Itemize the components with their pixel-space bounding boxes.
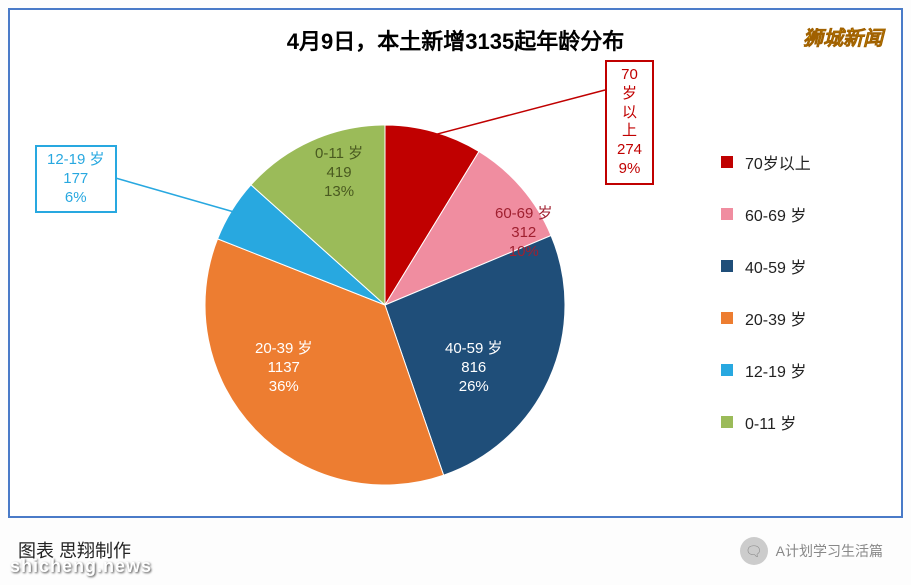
chart-title: 4月9日，本土新增3135起年龄分布 [10,10,901,56]
legend-label: 70岁以上 [745,150,811,174]
wechat-icon: 🗨 [740,537,768,565]
callout-0: 70岁以上2749% [605,60,654,185]
legend-swatch [721,208,733,220]
callout-4: 12-19 岁1776% [35,145,117,213]
slice-label-2: 40-59 岁81626% [445,340,503,396]
legend-swatch [721,312,733,324]
legend-swatch [721,364,733,376]
legend-item-0: 70岁以上 [721,150,871,174]
legend-swatch [721,156,733,168]
legend-item-3: 20-39 岁 [721,306,871,330]
legend-label: 12-19 岁 [745,358,806,382]
watermark-bottom-right: 🗨 A计划学习生活篇 [740,537,883,565]
slice-label-5: 0-11 岁41913% [315,145,363,201]
slice-label-1: 60-69 岁31210% [495,205,553,261]
watermark-bottom-left: shicheng.news [10,556,152,577]
watermark-top: 狮城新闻 [803,22,883,51]
legend-item-4: 12-19 岁 [721,358,871,382]
chart-container: 4月9日，本土新增3135起年龄分布 狮城新闻 60-69 岁31210% 40-… [8,8,903,518]
pie-chart: 60-69 岁31210% 40-59 岁81626% 20-39 岁113736%… [185,105,585,505]
slice-label-3: 20-39 岁113736% [255,340,313,396]
legend-item-5: 0-11 岁 [721,410,871,434]
legend-swatch [721,416,733,428]
legend-swatch [721,260,733,272]
legend-label: 0-11 岁 [745,410,796,434]
legend-label: 40-59 岁 [745,254,806,278]
legend: 70岁以上 60-69 岁 40-59 岁 20-39 岁 12-19 岁 0-11 岁 [721,150,871,462]
legend-item-1: 60-69 岁 [721,202,871,226]
legend-label: 20-39 岁 [745,306,806,330]
legend-item-2: 40-59 岁 [721,254,871,278]
wechat-label: A计划学习生活篇 [776,541,883,561]
legend-label: 60-69 岁 [745,202,806,226]
